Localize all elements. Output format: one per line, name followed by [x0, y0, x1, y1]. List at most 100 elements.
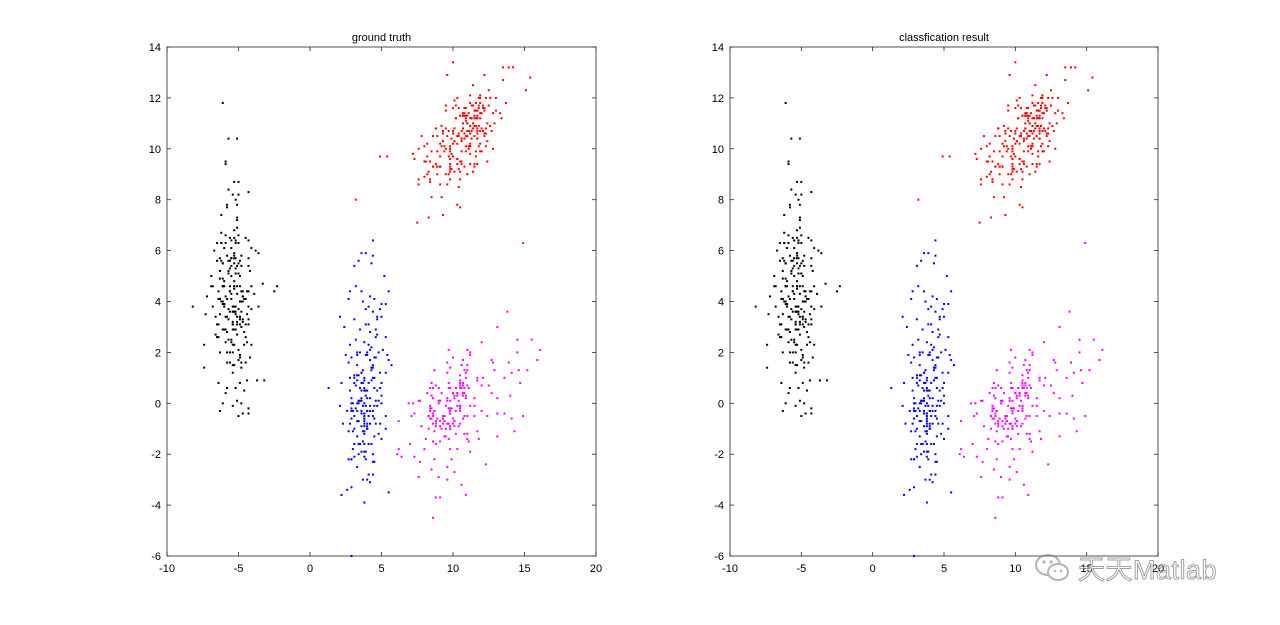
data-point: [346, 488, 349, 491]
data-point: [803, 402, 806, 405]
data-point: [241, 318, 244, 321]
data-point: [464, 150, 467, 153]
data-point: [354, 338, 357, 341]
data-point: [474, 155, 477, 158]
data-point: [935, 297, 938, 300]
data-point: [801, 381, 804, 384]
data-point: [1010, 129, 1013, 132]
data-point: [784, 101, 787, 104]
data-point: [439, 183, 442, 186]
data-point: [477, 145, 480, 148]
data-point: [797, 310, 800, 313]
data-point: [917, 338, 920, 341]
data-point: [379, 155, 382, 158]
data-point: [1018, 404, 1021, 407]
data-point: [938, 315, 941, 318]
data-point: [210, 285, 213, 288]
data-point: [466, 437, 469, 440]
data-point: [910, 297, 913, 300]
data-point: [950, 491, 953, 494]
data-point: [379, 371, 382, 374]
data-point: [991, 409, 994, 412]
data-point: [937, 328, 940, 331]
data-point: [360, 290, 363, 293]
data-point: [1057, 109, 1060, 112]
data-point: [449, 170, 452, 173]
data-point: [456, 135, 459, 138]
data-point: [250, 308, 253, 311]
data-point: [1015, 170, 1018, 173]
data-point: [247, 305, 250, 308]
data-point: [1018, 392, 1021, 395]
data-point: [810, 264, 813, 267]
data-point: [429, 409, 432, 412]
data-point: [784, 402, 787, 405]
data-point: [466, 135, 469, 138]
data-point: [231, 310, 234, 313]
data-point: [1037, 117, 1040, 120]
data-point: [234, 313, 237, 316]
data-point: [536, 359, 539, 362]
data-point: [1030, 440, 1033, 443]
y-tick-label: 4: [718, 297, 724, 309]
data-point: [447, 381, 450, 384]
data-point: [469, 94, 472, 97]
data-point: [247, 191, 250, 194]
data-point: [908, 488, 911, 491]
data-point: [1010, 387, 1013, 390]
data-point: [913, 555, 916, 557]
data-point: [768, 295, 771, 298]
data-point: [449, 147, 452, 150]
data-point: [1001, 425, 1004, 428]
data-point: [903, 381, 906, 384]
data-point: [920, 453, 923, 456]
data-point: [960, 448, 963, 451]
data-point: [796, 343, 799, 346]
data-point: [918, 409, 921, 412]
data-point: [992, 407, 995, 410]
data-point: [359, 351, 362, 354]
data-point: [502, 79, 505, 82]
data-point: [998, 150, 1001, 153]
data-point: [387, 290, 390, 293]
data-point: [1012, 152, 1015, 155]
data-point: [992, 468, 995, 471]
data-point: [800, 272, 803, 275]
data-point: [374, 328, 377, 331]
data-point: [457, 135, 460, 138]
data-point: [1010, 155, 1013, 158]
data-point: [366, 351, 369, 354]
data-point: [473, 117, 476, 120]
data-point: [915, 318, 918, 321]
data-point: [796, 305, 799, 308]
data-point: [780, 381, 783, 384]
data-point: [1031, 124, 1034, 127]
data-point: [480, 409, 483, 412]
data-point: [380, 381, 383, 384]
data-point: [958, 453, 961, 456]
chart-title: classfication result: [899, 32, 989, 44]
data-point: [1014, 155, 1017, 158]
data-point: [818, 379, 821, 382]
data-point: [237, 262, 240, 265]
data-point: [434, 163, 437, 166]
data-point: [995, 458, 998, 461]
chart-title: ground truth: [352, 32, 411, 44]
data-point: [804, 300, 807, 303]
data-point: [985, 448, 988, 451]
data-point: [439, 142, 442, 145]
data-point: [373, 435, 376, 438]
data-point: [1044, 376, 1047, 379]
data-point: [1024, 114, 1027, 117]
data-point: [452, 422, 454, 425]
data-point: [449, 427, 452, 430]
data-point: [754, 305, 757, 308]
data-point: [990, 427, 993, 430]
data-point: [937, 422, 940, 425]
data-point: [377, 399, 380, 402]
data-point: [1035, 404, 1038, 407]
data-point: [354, 198, 357, 201]
data-point: [480, 127, 483, 130]
data-point: [793, 275, 796, 278]
data-point: [379, 308, 382, 311]
